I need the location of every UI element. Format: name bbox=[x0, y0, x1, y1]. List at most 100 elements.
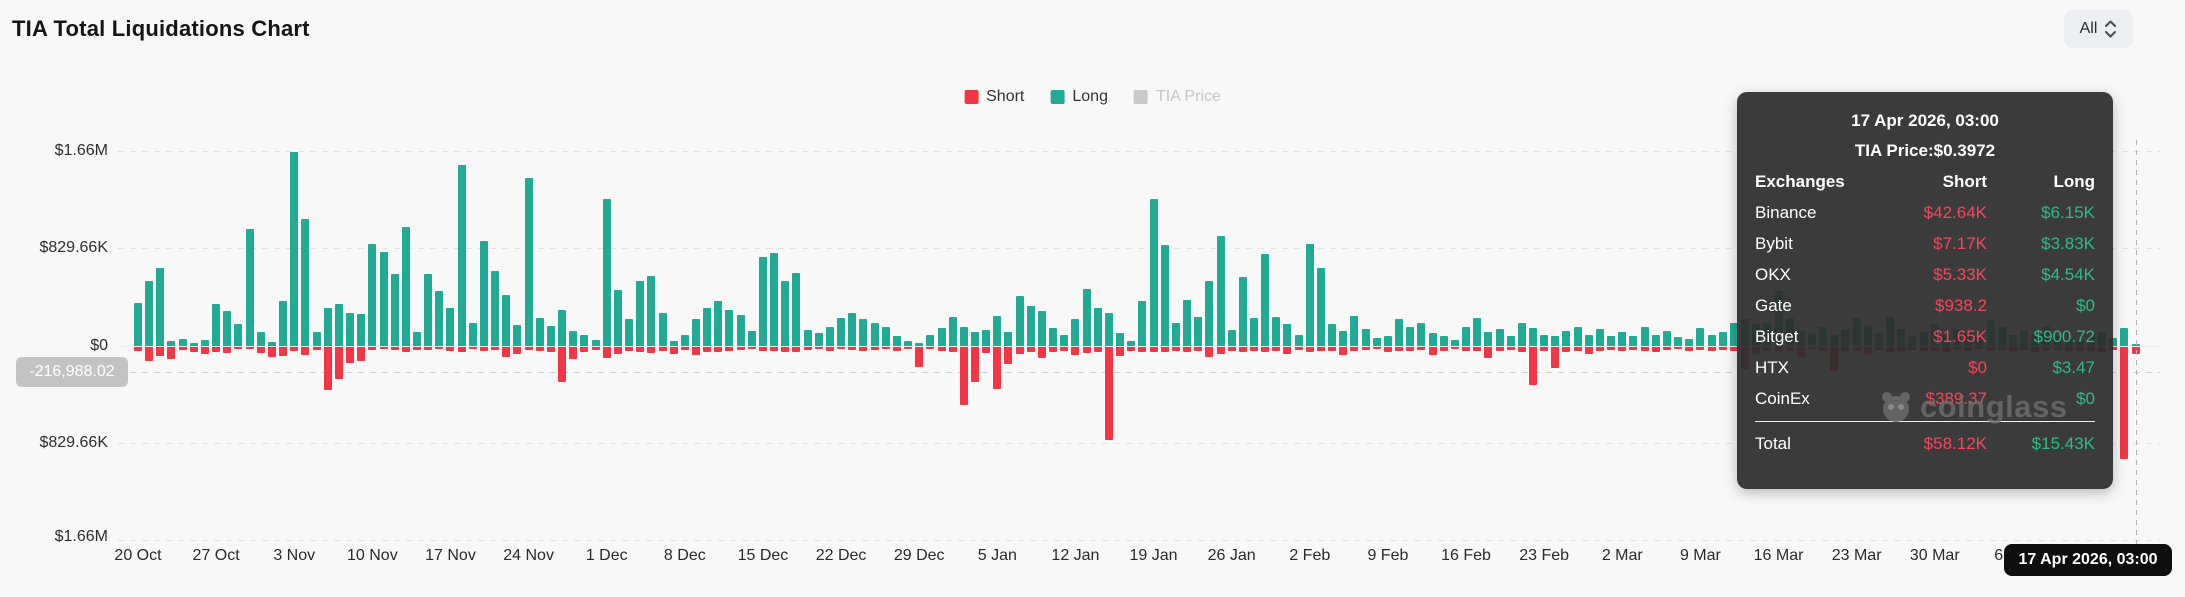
long-liquidation-bar[interactable] bbox=[446, 308, 455, 346]
long-liquidation-bar[interactable] bbox=[892, 336, 901, 346]
long-liquidation-bar[interactable] bbox=[401, 227, 410, 346]
long-liquidation-bar[interactable] bbox=[301, 218, 310, 346]
short-liquidation-bar[interactable] bbox=[167, 347, 176, 360]
short-liquidation-bar[interactable] bbox=[1093, 347, 1102, 352]
long-liquidation-bar[interactable] bbox=[1685, 338, 1694, 346]
long-liquidation-bar[interactable] bbox=[1696, 327, 1705, 346]
short-liquidation-bar[interactable] bbox=[1160, 347, 1169, 353]
short-liquidation-bar[interactable] bbox=[312, 347, 321, 351]
short-liquidation-bar[interactable] bbox=[524, 347, 533, 350]
long-liquidation-bar[interactable] bbox=[468, 322, 477, 346]
short-liquidation-bar[interactable] bbox=[926, 347, 935, 350]
long-liquidation-bar[interactable] bbox=[692, 318, 700, 346]
short-liquidation-bar[interactable] bbox=[636, 347, 645, 353]
long-liquidation-bar[interactable] bbox=[334, 303, 343, 346]
short-liquidation-bar[interactable] bbox=[1473, 347, 1482, 352]
long-liquidation-bar[interactable] bbox=[703, 308, 712, 346]
long-liquidation-bar[interactable] bbox=[1004, 331, 1013, 346]
long-liquidation-bar[interactable] bbox=[1372, 338, 1381, 346]
short-liquidation-bar[interactable] bbox=[1495, 347, 1504, 351]
long-liquidation-bar[interactable] bbox=[1127, 340, 1136, 346]
long-liquidation-bar[interactable] bbox=[669, 340, 678, 346]
short-liquidation-bar[interactable] bbox=[837, 347, 846, 350]
short-liquidation-bar[interactable] bbox=[1227, 347, 1236, 352]
long-liquidation-bar[interactable] bbox=[1026, 306, 1035, 346]
short-liquidation-bar[interactable] bbox=[1015, 347, 1024, 355]
long-liquidation-bar[interactable] bbox=[1037, 310, 1046, 346]
long-liquidation-bar[interactable] bbox=[1506, 336, 1515, 346]
long-liquidation-bar[interactable] bbox=[1138, 300, 1147, 346]
long-liquidation-bar[interactable] bbox=[636, 281, 645, 346]
long-liquidation-bar[interactable] bbox=[212, 304, 221, 346]
short-liquidation-bar[interactable] bbox=[1506, 347, 1515, 350]
short-liquidation-bar[interactable] bbox=[1361, 347, 1370, 350]
long-liquidation-bar[interactable] bbox=[200, 340, 209, 346]
short-liquidation-bar[interactable] bbox=[200, 347, 209, 355]
long-liquidation-bar[interactable] bbox=[189, 343, 198, 346]
long-liquidation-bar[interactable] bbox=[1517, 323, 1526, 346]
long-liquidation-bar[interactable] bbox=[982, 329, 991, 346]
long-liquidation-bar[interactable] bbox=[323, 308, 332, 346]
long-liquidation-bar[interactable] bbox=[569, 330, 578, 346]
long-liquidation-bar[interactable] bbox=[1562, 331, 1571, 346]
long-liquidation-bar[interactable] bbox=[290, 151, 299, 346]
long-liquidation-bar[interactable] bbox=[1227, 330, 1236, 346]
long-liquidation-bar[interactable] bbox=[837, 317, 846, 346]
short-liquidation-bar[interactable] bbox=[1662, 347, 1671, 350]
short-liquidation-bar[interactable] bbox=[1439, 347, 1448, 351]
long-liquidation-bar[interactable] bbox=[1484, 331, 1493, 346]
short-liquidation-bar[interactable] bbox=[647, 347, 656, 353]
long-liquidation-bar[interactable] bbox=[602, 199, 611, 346]
short-liquidation-bar[interactable] bbox=[1696, 347, 1705, 350]
long-liquidation-bar[interactable] bbox=[234, 323, 243, 346]
legend-item-tia-price[interactable]: TIA Price bbox=[1133, 88, 1221, 106]
short-liquidation-bar[interactable] bbox=[234, 347, 243, 349]
long-liquidation-bar[interactable] bbox=[937, 327, 946, 346]
short-liquidation-bar[interactable] bbox=[1629, 347, 1638, 350]
short-liquidation-bar[interactable] bbox=[1071, 347, 1080, 355]
long-liquidation-bar[interactable] bbox=[1462, 326, 1471, 346]
long-liquidation-bar[interactable] bbox=[1316, 267, 1325, 346]
long-liquidation-bar[interactable] bbox=[2109, 338, 2118, 346]
short-liquidation-bar[interactable] bbox=[189, 347, 198, 353]
short-liquidation-bar[interactable] bbox=[1104, 347, 1113, 441]
long-liquidation-bar[interactable] bbox=[1439, 336, 1448, 346]
short-liquidation-bar[interactable] bbox=[267, 347, 276, 357]
long-liquidation-bar[interactable] bbox=[1116, 333, 1125, 346]
long-liquidation-bar[interactable] bbox=[1640, 327, 1649, 346]
short-liquidation-bar[interactable] bbox=[513, 347, 522, 355]
short-liquidation-bar[interactable] bbox=[1216, 347, 1225, 355]
short-liquidation-bar[interactable] bbox=[993, 347, 1002, 390]
short-liquidation-bar[interactable] bbox=[792, 347, 801, 353]
long-liquidation-bar[interactable] bbox=[803, 330, 812, 346]
short-liquidation-bar[interactable] bbox=[1328, 347, 1337, 351]
long-liquidation-bar[interactable] bbox=[1060, 334, 1069, 346]
short-liquidation-bar[interactable] bbox=[1138, 347, 1147, 353]
long-liquidation-bar[interactable] bbox=[926, 334, 935, 346]
short-liquidation-bar[interactable] bbox=[803, 347, 812, 350]
long-liquidation-bar[interactable] bbox=[390, 273, 399, 346]
short-liquidation-bar[interactable] bbox=[301, 347, 310, 356]
long-liquidation-bar[interactable] bbox=[591, 339, 600, 346]
short-liquidation-bar[interactable] bbox=[870, 347, 879, 350]
short-liquidation-bar[interactable] bbox=[1305, 347, 1314, 352]
long-liquidation-bar[interactable] bbox=[134, 302, 142, 346]
short-liquidation-bar[interactable] bbox=[580, 347, 589, 352]
long-liquidation-bar[interactable] bbox=[156, 268, 165, 346]
long-liquidation-bar[interactable] bbox=[747, 330, 756, 346]
short-liquidation-bar[interactable] bbox=[1082, 347, 1091, 353]
long-liquidation-bar[interactable] bbox=[1238, 277, 1247, 346]
long-liquidation-bar[interactable] bbox=[1350, 316, 1359, 346]
long-liquidation-bar[interactable] bbox=[915, 343, 924, 346]
long-liquidation-bar[interactable] bbox=[167, 340, 176, 346]
long-liquidation-bar[interactable] bbox=[680, 335, 689, 346]
long-liquidation-bar[interactable] bbox=[1674, 337, 1683, 346]
short-liquidation-bar[interactable] bbox=[435, 347, 444, 349]
long-liquidation-bar[interactable] bbox=[312, 332, 321, 346]
long-liquidation-bar[interactable] bbox=[524, 177, 533, 346]
short-liquidation-bar[interactable] bbox=[323, 347, 332, 390]
long-liquidation-bar[interactable] bbox=[2120, 327, 2129, 346]
short-liquidation-bar[interactable] bbox=[1729, 347, 1738, 352]
long-liquidation-bar[interactable] bbox=[1473, 317, 1482, 346]
long-liquidation-bar[interactable] bbox=[558, 309, 567, 346]
